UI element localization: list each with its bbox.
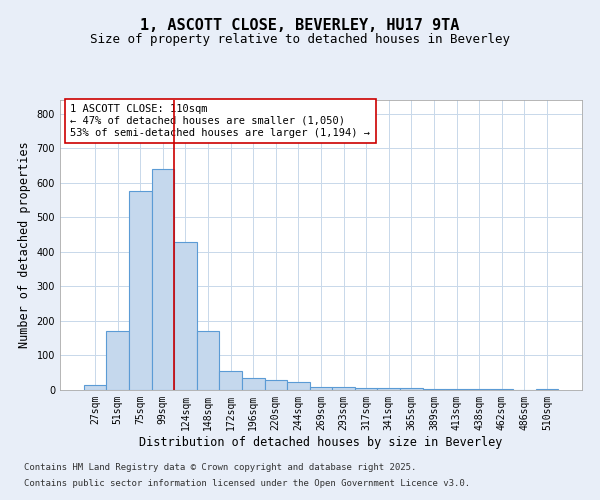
Bar [332, 386, 355, 390]
Text: Contains HM Land Registry data © Crown copyright and database right 2025.: Contains HM Land Registry data © Crown c… [24, 464, 416, 472]
Bar [129, 192, 152, 390]
Bar [265, 380, 287, 390]
Bar [445, 389, 468, 390]
Bar [355, 388, 377, 390]
Bar [106, 332, 129, 390]
Bar [152, 169, 174, 390]
Text: 1, ASCOTT CLOSE, BEVERLEY, HU17 9TA: 1, ASCOTT CLOSE, BEVERLEY, HU17 9TA [140, 18, 460, 32]
Text: 1 ASCOTT CLOSE: 110sqm
← 47% of detached houses are smaller (1,050)
53% of semi-: 1 ASCOTT CLOSE: 110sqm ← 47% of detached… [70, 104, 370, 138]
Bar [400, 388, 422, 390]
Text: Contains public sector information licensed under the Open Government Licence v3: Contains public sector information licen… [24, 478, 470, 488]
Bar [422, 388, 445, 390]
Bar [197, 332, 220, 390]
Text: Size of property relative to detached houses in Beverley: Size of property relative to detached ho… [90, 32, 510, 46]
Bar [242, 378, 265, 390]
Y-axis label: Number of detached properties: Number of detached properties [18, 142, 31, 348]
Bar [536, 389, 558, 390]
X-axis label: Distribution of detached houses by size in Beverley: Distribution of detached houses by size … [139, 436, 503, 448]
Bar [84, 385, 106, 390]
Bar [377, 388, 400, 390]
Bar [287, 382, 310, 390]
Bar [310, 386, 332, 390]
Bar [220, 371, 242, 390]
Bar [174, 242, 197, 390]
